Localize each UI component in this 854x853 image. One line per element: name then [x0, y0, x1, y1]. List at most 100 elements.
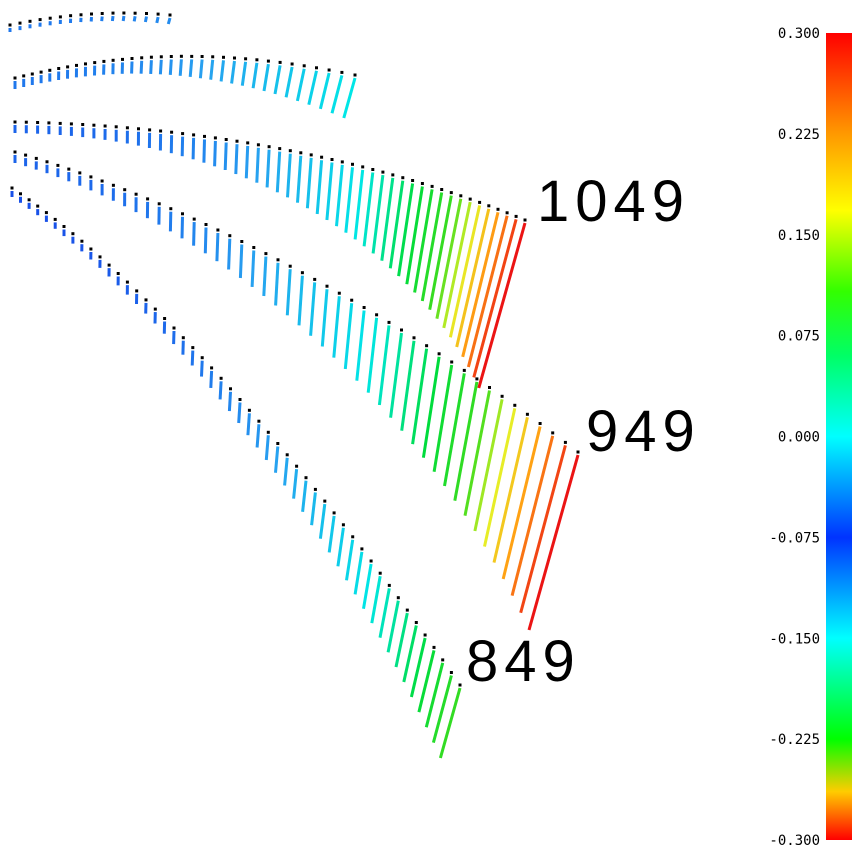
- data-stick: [343, 303, 354, 370]
- data-stick: [121, 15, 126, 22]
- track-dot: [69, 14, 73, 18]
- track-dot: [290, 62, 294, 66]
- colorbar-tick-label: -0.075: [769, 530, 820, 546]
- track-dot: [229, 387, 232, 391]
- track-dot: [69, 122, 73, 126]
- track-dot: [525, 412, 529, 416]
- track-dot: [381, 170, 385, 174]
- data-stick: [362, 172, 375, 247]
- data-stick: [492, 416, 529, 563]
- track-dot: [309, 153, 313, 157]
- track-dot: [181, 336, 185, 340]
- colorbar-tick-label: -0.150: [769, 631, 820, 647]
- data-stick: [461, 211, 500, 358]
- track-dot: [153, 307, 157, 311]
- data-stick: [203, 227, 208, 254]
- dot-layer: [8, 11, 580, 687]
- track-dot: [266, 430, 270, 434]
- data-stick: [100, 16, 104, 22]
- data-stick: [353, 551, 364, 595]
- track-dot: [325, 284, 329, 288]
- data-stick: [219, 60, 225, 82]
- data-stick: [132, 15, 137, 22]
- data-stick: [435, 198, 463, 319]
- data-stick: [366, 317, 379, 393]
- data-stick: [238, 244, 244, 279]
- data-stick: [237, 402, 242, 424]
- track-dot: [192, 217, 196, 221]
- track-dot: [111, 183, 115, 187]
- track-dot: [440, 188, 444, 191]
- track-dot: [100, 179, 104, 183]
- track-dot: [47, 121, 51, 125]
- data-stick: [158, 59, 163, 75]
- track-dot: [563, 440, 567, 444]
- data-stick: [191, 137, 196, 160]
- track-dot: [500, 394, 504, 398]
- data-stick: [420, 192, 444, 302]
- track-dot: [203, 134, 206, 138]
- track-dot: [71, 232, 75, 236]
- data-stick: [409, 637, 427, 698]
- track-dot: [169, 207, 173, 211]
- data-stick: [285, 269, 292, 316]
- track-dot: [192, 133, 196, 137]
- track-dot: [302, 64, 306, 68]
- track-dot: [523, 218, 527, 222]
- track-dot: [57, 67, 61, 70]
- data-stick: [424, 662, 445, 728]
- track-dot: [323, 499, 327, 503]
- data-stick: [378, 588, 391, 638]
- track-dot: [30, 72, 34, 76]
- track-dot: [256, 143, 260, 147]
- data-stick: [110, 15, 115, 22]
- data-stick: [477, 222, 527, 389]
- track-dot: [81, 123, 85, 126]
- track-dot: [361, 165, 365, 169]
- data-stick: [155, 16, 160, 24]
- track-dot: [459, 194, 463, 198]
- track-dot: [125, 126, 129, 130]
- track-dot: [133, 11, 137, 15]
- track-dot: [130, 57, 134, 60]
- colorbar-tick-label: 0.225: [778, 127, 820, 143]
- track-dot: [462, 368, 466, 372]
- track-dot: [332, 511, 336, 515]
- track-dot: [123, 188, 127, 192]
- data-stick: [265, 149, 271, 188]
- data-stick: [178, 59, 183, 76]
- track-dot: [288, 149, 292, 153]
- track-dot: [159, 129, 163, 133]
- track-dot: [341, 523, 345, 527]
- data-stick: [355, 310, 366, 381]
- data-stick: [431, 675, 453, 743]
- data-stick: [442, 201, 472, 329]
- track-dot: [458, 683, 462, 687]
- data-stick: [234, 144, 239, 175]
- data-stick: [325, 162, 334, 221]
- track-dot: [211, 55, 215, 59]
- colorbar: [826, 33, 852, 840]
- data-stick: [139, 60, 144, 74]
- track-dot: [79, 13, 83, 17]
- data-stick: [309, 282, 317, 336]
- data-stick: [223, 142, 228, 171]
- track-dot: [53, 217, 57, 221]
- track-dot: [111, 58, 115, 62]
- track-dot: [340, 160, 344, 164]
- track-dot: [169, 55, 173, 58]
- data-stick: [510, 435, 555, 596]
- track-dot: [58, 15, 62, 19]
- data-stick: [192, 222, 196, 246]
- track-dot: [114, 125, 118, 129]
- track-dot: [13, 150, 17, 154]
- data-stick: [402, 625, 418, 683]
- track-dot: [204, 223, 208, 226]
- track-dot: [157, 202, 161, 206]
- track-dot: [233, 56, 236, 60]
- data-stick: [307, 70, 318, 106]
- track-dot: [387, 320, 391, 324]
- data-stick: [149, 60, 153, 74]
- data-stick: [344, 167, 354, 233]
- track-dot: [163, 317, 167, 320]
